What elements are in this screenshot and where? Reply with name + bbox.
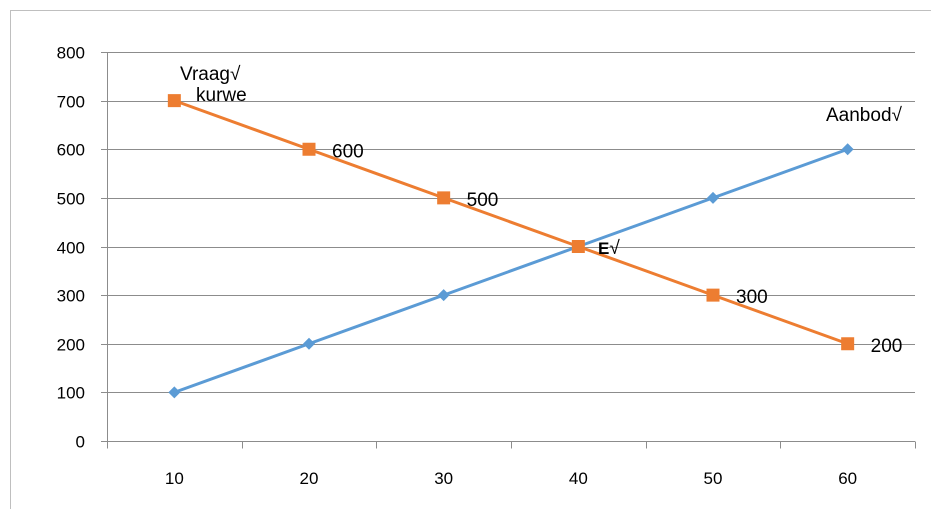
demand-point-60 — [841, 337, 855, 351]
y-tick-label-600: 600 — [57, 141, 85, 160]
series-layer — [167, 94, 855, 399]
demand-curve-annotation-line1: Vraag√ — [180, 64, 241, 85]
demand-point-20 — [302, 142, 316, 156]
x-tick-label-30: 30 — [434, 469, 453, 488]
demand-data-label-20: 600 — [332, 141, 364, 162]
x-tick-label-10: 10 — [165, 469, 184, 488]
x-tick-label-20: 20 — [300, 469, 319, 488]
equilibrium-check: √ — [609, 238, 620, 259]
labels-layer: 600 500 300 200 — [332, 141, 902, 357]
axes: 0 100 200 300 400 500 600 700 800 10 20 30 40 50 60 — [57, 44, 916, 488]
y-tick-label-800: 800 — [57, 44, 85, 63]
y-tick-label-500: 500 — [57, 190, 85, 209]
demand-curve-annotation-line2: kurwe — [196, 85, 247, 106]
y-tick-label-400: 400 — [57, 239, 85, 258]
demand-point-40 — [571, 240, 585, 253]
demand-data-label-50: 300 — [736, 287, 768, 308]
y-tick-label-0: 0 — [76, 433, 85, 452]
demand-point-50 — [706, 288, 720, 302]
chart-border — [10, 10, 931, 509]
supply-point-30 — [437, 289, 450, 302]
supply-line — [173, 147, 849, 394]
x-tick-label-40: 40 — [569, 469, 588, 488]
demand-data-label-60: 200 — [871, 336, 903, 357]
x-tick-label-60: 60 — [838, 469, 857, 488]
equilibrium-annotation: E√ — [598, 238, 620, 259]
y-tick-label-700: 700 — [57, 93, 85, 112]
y-tick-label-100: 100 — [57, 384, 85, 403]
y-tick-label-200: 200 — [57, 336, 85, 355]
supply-point-60 — [841, 143, 854, 156]
supply-point-50 — [707, 191, 719, 204]
y-tick-label-300: 300 — [57, 287, 85, 306]
supply-point-20 — [303, 337, 315, 350]
equilibrium-letter: E — [598, 239, 609, 258]
x-tick-label-50: 50 — [704, 469, 723, 488]
demand-point-30 — [437, 191, 451, 205]
demand-data-label-30: 500 — [467, 190, 499, 211]
demand-point-10 — [167, 94, 181, 108]
gridlines — [107, 52, 915, 393]
annotations: Vraag√ kurwe Aanbod√ E√ — [180, 64, 903, 259]
supply-point-10 — [168, 386, 181, 399]
demand-line — [173, 99, 849, 346]
supply-curve-annotation: Aanbod√ — [826, 105, 903, 126]
